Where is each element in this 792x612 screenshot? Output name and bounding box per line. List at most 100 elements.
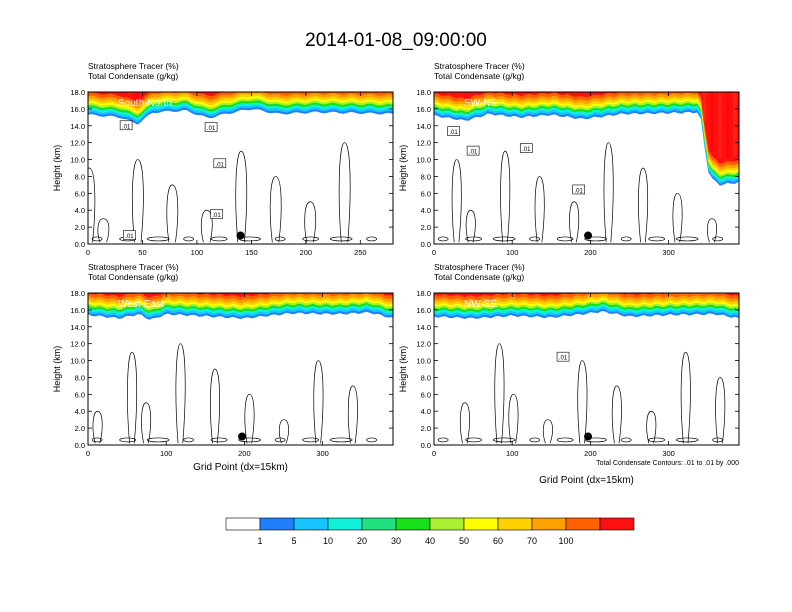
contour-label-box [519, 143, 533, 153]
y-tick-label: 16.0 [70, 306, 85, 315]
panel-west-east: Stratosphere Tracer (%)Total Condensate … [52, 262, 394, 473]
cross-section-label: SW-NE [464, 98, 497, 109]
contour-label: .01 [122, 124, 131, 130]
panel-nw-se: Stratosphere Tracer (%)Total Condensate … [398, 262, 740, 486]
condensate-contour [534, 176, 545, 243]
condensate-contour [611, 385, 622, 444]
tracer-band-6 [88, 92, 393, 112]
condensate-contour [366, 236, 377, 242]
y-tick-label: 10.0 [416, 156, 431, 165]
y-tick-label: 0.0 [75, 240, 85, 249]
color-bar-label: 10 [323, 536, 333, 546]
x-tick-label: 200 [584, 449, 597, 458]
x-tick-label: 200 [300, 248, 313, 257]
figure-title: 2014-01-08_09:00:00 [305, 30, 487, 51]
y-tick-label: 12.0 [70, 139, 85, 148]
condensate-contour [313, 360, 324, 444]
condensate-contour [672, 192, 683, 243]
y-tick-label: 2.0 [421, 424, 431, 433]
y-tick-label: 8.0 [421, 373, 431, 382]
x-tick-label: 300 [316, 449, 329, 458]
surface-point-marker [584, 231, 593, 240]
condensate-contour [675, 236, 699, 242]
color-bar-swatch [395, 517, 431, 531]
color-bar-swatch [463, 517, 499, 531]
y-axis-label: Height (km) [52, 346, 62, 393]
condensate-contour [437, 236, 449, 242]
condensate-contour [132, 159, 144, 243]
x-tick-label: 50 [138, 248, 146, 257]
panel-variable-condensate: Total Condensate (g/kg) [88, 71, 178, 81]
x-tick-label: 250 [354, 248, 367, 257]
contour-footnote: Total Condensate Contours: .01 to .01 by… [596, 460, 739, 467]
condensate-contour [465, 437, 482, 443]
y-axis-label: Height (km) [398, 145, 408, 192]
condensate-contour [146, 236, 170, 242]
condensate-contour [274, 236, 286, 242]
condensate-contour [542, 419, 553, 444]
condensate-contour [577, 360, 588, 444]
y-tick-label: 18.0 [416, 289, 431, 298]
condensate-contour [146, 437, 170, 443]
condensate-contour [210, 437, 228, 443]
x-tick-label: 100 [506, 248, 519, 257]
color-bar-label: 40 [425, 536, 435, 546]
y-tick-label: 4.0 [421, 407, 431, 416]
panel-variable-tracer: Stratosphere Tracer (%) [434, 61, 525, 71]
condensate-contour [675, 437, 699, 443]
condensate-contour [706, 218, 717, 243]
y-tick-label: 14.0 [416, 122, 431, 131]
color-bar-swatch [599, 517, 635, 531]
condensate-contour [269, 176, 282, 243]
color-bar-swatch [259, 517, 295, 531]
color-bar-swatch [429, 517, 465, 531]
y-tick-label: 14.0 [70, 122, 85, 131]
panel-variable-tracer: Stratosphere Tracer (%) [88, 61, 179, 71]
condensate-contour [183, 437, 194, 443]
condensate-contour [508, 393, 519, 444]
contour-label: .01 [207, 126, 216, 132]
y-tick-label: 10.0 [70, 357, 85, 366]
x-tick-label: 150 [245, 248, 258, 257]
condensate-contour [92, 410, 103, 444]
y-tick-label: 6.0 [421, 390, 431, 399]
condensate-contour [274, 437, 286, 443]
tracer-field [88, 293, 393, 445]
y-tick-label: 8.0 [75, 373, 85, 382]
contour-label-box [447, 126, 460, 136]
condensate-contour [646, 410, 657, 444]
condensate-contour [238, 437, 261, 443]
y-tick-label: 6.0 [75, 189, 85, 198]
condensate-contour [680, 351, 691, 444]
y-tick-label: 12.0 [416, 139, 431, 148]
condensate-contour [620, 236, 632, 242]
x-tick-label: 300 [662, 449, 675, 458]
y-tick-label: 12.0 [416, 340, 431, 349]
color-bar-swatch [293, 517, 329, 531]
condensate-contour [648, 437, 666, 443]
y-tick-label: 10.0 [416, 357, 431, 366]
condensate-contour [200, 209, 213, 243]
contour-label: .01 [559, 356, 568, 362]
condensate-contour [459, 402, 470, 444]
y-tick-label: 16.0 [70, 105, 85, 114]
x-tick-label: 0 [86, 248, 90, 257]
condensate-contour [620, 437, 632, 443]
contour-label: .01 [575, 188, 584, 194]
condensate-contour [712, 437, 724, 443]
tracer-band-9 [434, 92, 739, 164]
condensate-contour [492, 437, 516, 443]
y-tick-label: 18.0 [70, 289, 85, 298]
panel-variable-condensate: Total Condensate (g/kg) [434, 71, 524, 81]
condensate-contour [183, 236, 194, 242]
condensate-contour [492, 236, 516, 242]
condensate-contour [603, 142, 614, 243]
y-tick-label: 0.0 [421, 240, 431, 249]
condensate-contour [556, 236, 574, 242]
condensate-contour [494, 343, 505, 444]
condensate-contour [244, 393, 255, 444]
surface-point-marker [236, 231, 245, 240]
y-tick-label: 2.0 [75, 223, 85, 232]
condensate-contour [584, 437, 608, 443]
